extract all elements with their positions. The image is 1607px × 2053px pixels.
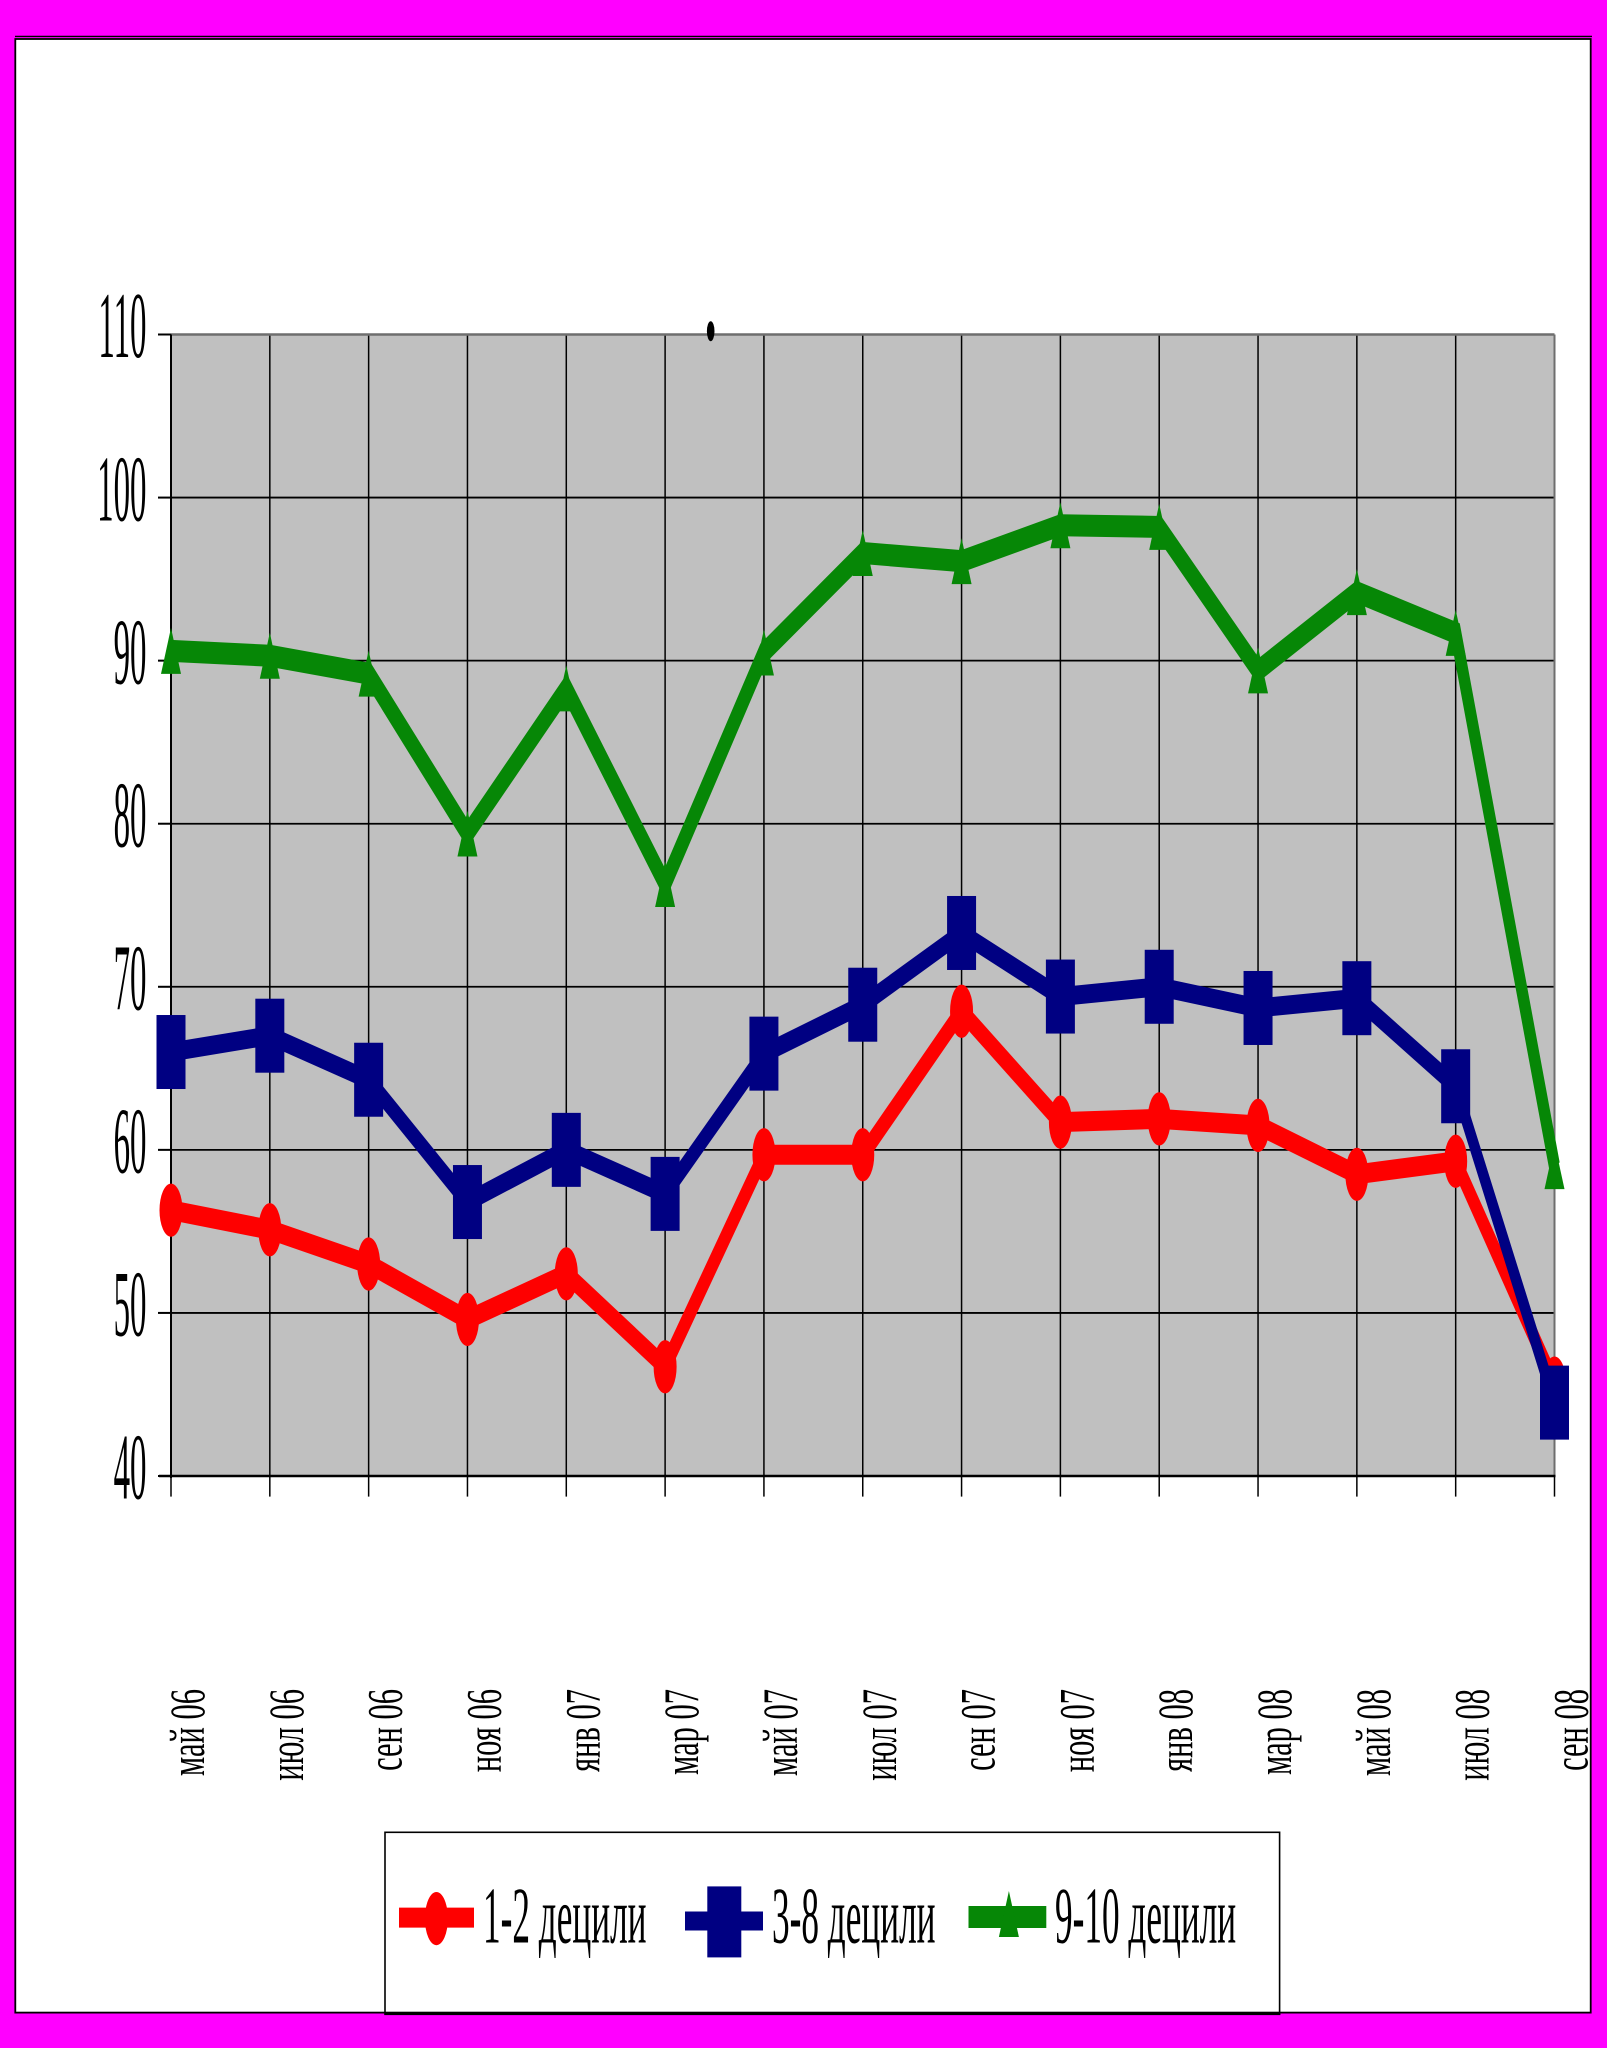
svg-text:мар 07: мар 07 [653, 1689, 709, 1775]
svg-text:мар 08: мар 08 [1246, 1689, 1302, 1775]
svg-text:янв 07: янв 07 [555, 1689, 611, 1772]
svg-text:май 06: май 06 [159, 1689, 215, 1776]
svg-text:50: 50 [114, 1253, 147, 1357]
svg-text:ноя 07: ноя 07 [1049, 1689, 1105, 1772]
svg-text:июл 07: июл 07 [851, 1689, 907, 1781]
svg-text:40: 40 [114, 1416, 147, 1520]
svg-text:май 08: май 08 [1345, 1689, 1401, 1776]
svg-text:ноя 06: ноя 06 [456, 1689, 512, 1772]
svg-text:сен 07: сен 07 [950, 1689, 1006, 1771]
svg-text:70: 70 [114, 927, 147, 1031]
svg-text:1-2 децили: 1-2 децили [483, 1870, 647, 1961]
svg-text:июл 06: июл 06 [258, 1689, 314, 1781]
svg-text:май 07: май 07 [752, 1689, 808, 1776]
svg-text:9-10 децили: 9-10 децили [1055, 1870, 1236, 1961]
svg-text:сен 08: сен 08 [1543, 1689, 1599, 1771]
svg-text:3-8 децили: 3-8 децили [772, 1870, 936, 1961]
svg-text:110: 110 [98, 274, 146, 378]
svg-text:100: 100 [97, 438, 146, 542]
svg-text:июл 08: июл 08 [1444, 1689, 1500, 1781]
svg-text:80: 80 [114, 764, 147, 868]
svg-text:сен 06: сен 06 [357, 1689, 413, 1771]
svg-text:90: 90 [114, 601, 147, 705]
svg-text:янв 08: янв 08 [1148, 1689, 1204, 1772]
svg-text:60: 60 [114, 1090, 147, 1194]
